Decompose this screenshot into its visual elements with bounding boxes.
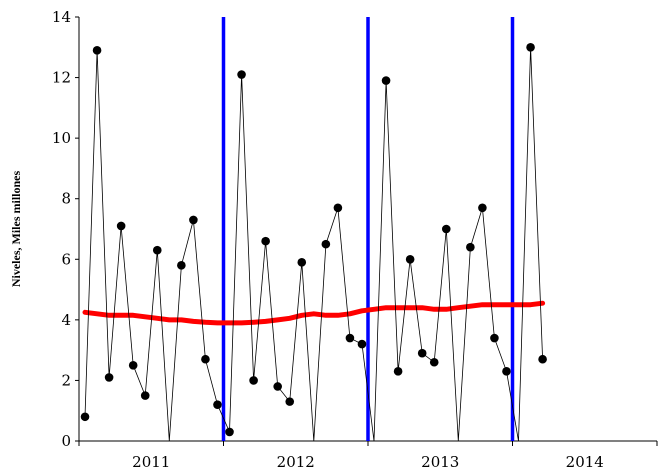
x-tick-label: 2014 xyxy=(566,453,604,470)
y-tick-label: 6 xyxy=(61,250,71,268)
data-point xyxy=(321,239,331,249)
data-point xyxy=(237,70,246,79)
x-tick-label: 2013 xyxy=(421,453,459,470)
data-point xyxy=(152,245,162,255)
y-tick-label: 10 xyxy=(52,129,71,147)
y-tick-label: 8 xyxy=(61,190,71,208)
data-point xyxy=(490,333,499,343)
data-point xyxy=(116,221,126,231)
y-tick-label: 2 xyxy=(61,371,71,389)
data-point xyxy=(466,242,475,252)
data-point xyxy=(526,42,535,52)
data-point xyxy=(285,397,295,406)
data-point xyxy=(345,333,355,343)
data-point xyxy=(417,348,427,358)
y-tick-label: 14 xyxy=(52,8,71,26)
data-point xyxy=(104,373,114,382)
data-point xyxy=(502,367,511,376)
y-tick-label: 12 xyxy=(52,69,71,87)
data-point xyxy=(249,376,258,385)
axes: 0 2 4 6 8 10 12 14 2011 2012 2013 2014 xyxy=(52,8,658,470)
data-point xyxy=(381,76,391,85)
data-point xyxy=(333,203,343,213)
data-point xyxy=(429,357,439,367)
x-tick-label: 2012 xyxy=(277,453,315,470)
data-point xyxy=(393,367,403,376)
data-point xyxy=(273,382,282,391)
data-point xyxy=(357,339,367,349)
data-point xyxy=(92,46,102,55)
data-point xyxy=(189,215,198,225)
data-point xyxy=(213,400,222,409)
x-tick-label: 2011 xyxy=(132,453,170,470)
data-point xyxy=(128,360,138,370)
data-point xyxy=(538,354,547,364)
data-point xyxy=(140,391,150,400)
data-point xyxy=(225,427,234,437)
year-separators xyxy=(221,17,515,441)
data-point xyxy=(261,236,270,246)
data-point xyxy=(177,261,186,270)
data-point xyxy=(405,254,415,264)
data-point xyxy=(201,354,210,364)
y-tick-label: 4 xyxy=(61,311,71,329)
data-point xyxy=(80,412,90,422)
trend-series xyxy=(82,300,546,326)
trend-line xyxy=(82,300,546,326)
main-series xyxy=(80,42,547,442)
series-line xyxy=(84,47,543,442)
data-point xyxy=(297,258,307,267)
data-point xyxy=(441,224,451,234)
data-point xyxy=(478,203,487,213)
y-axis-label: Niveles, Miles millones xyxy=(9,171,23,288)
y-tick-label: 0 xyxy=(61,432,71,450)
